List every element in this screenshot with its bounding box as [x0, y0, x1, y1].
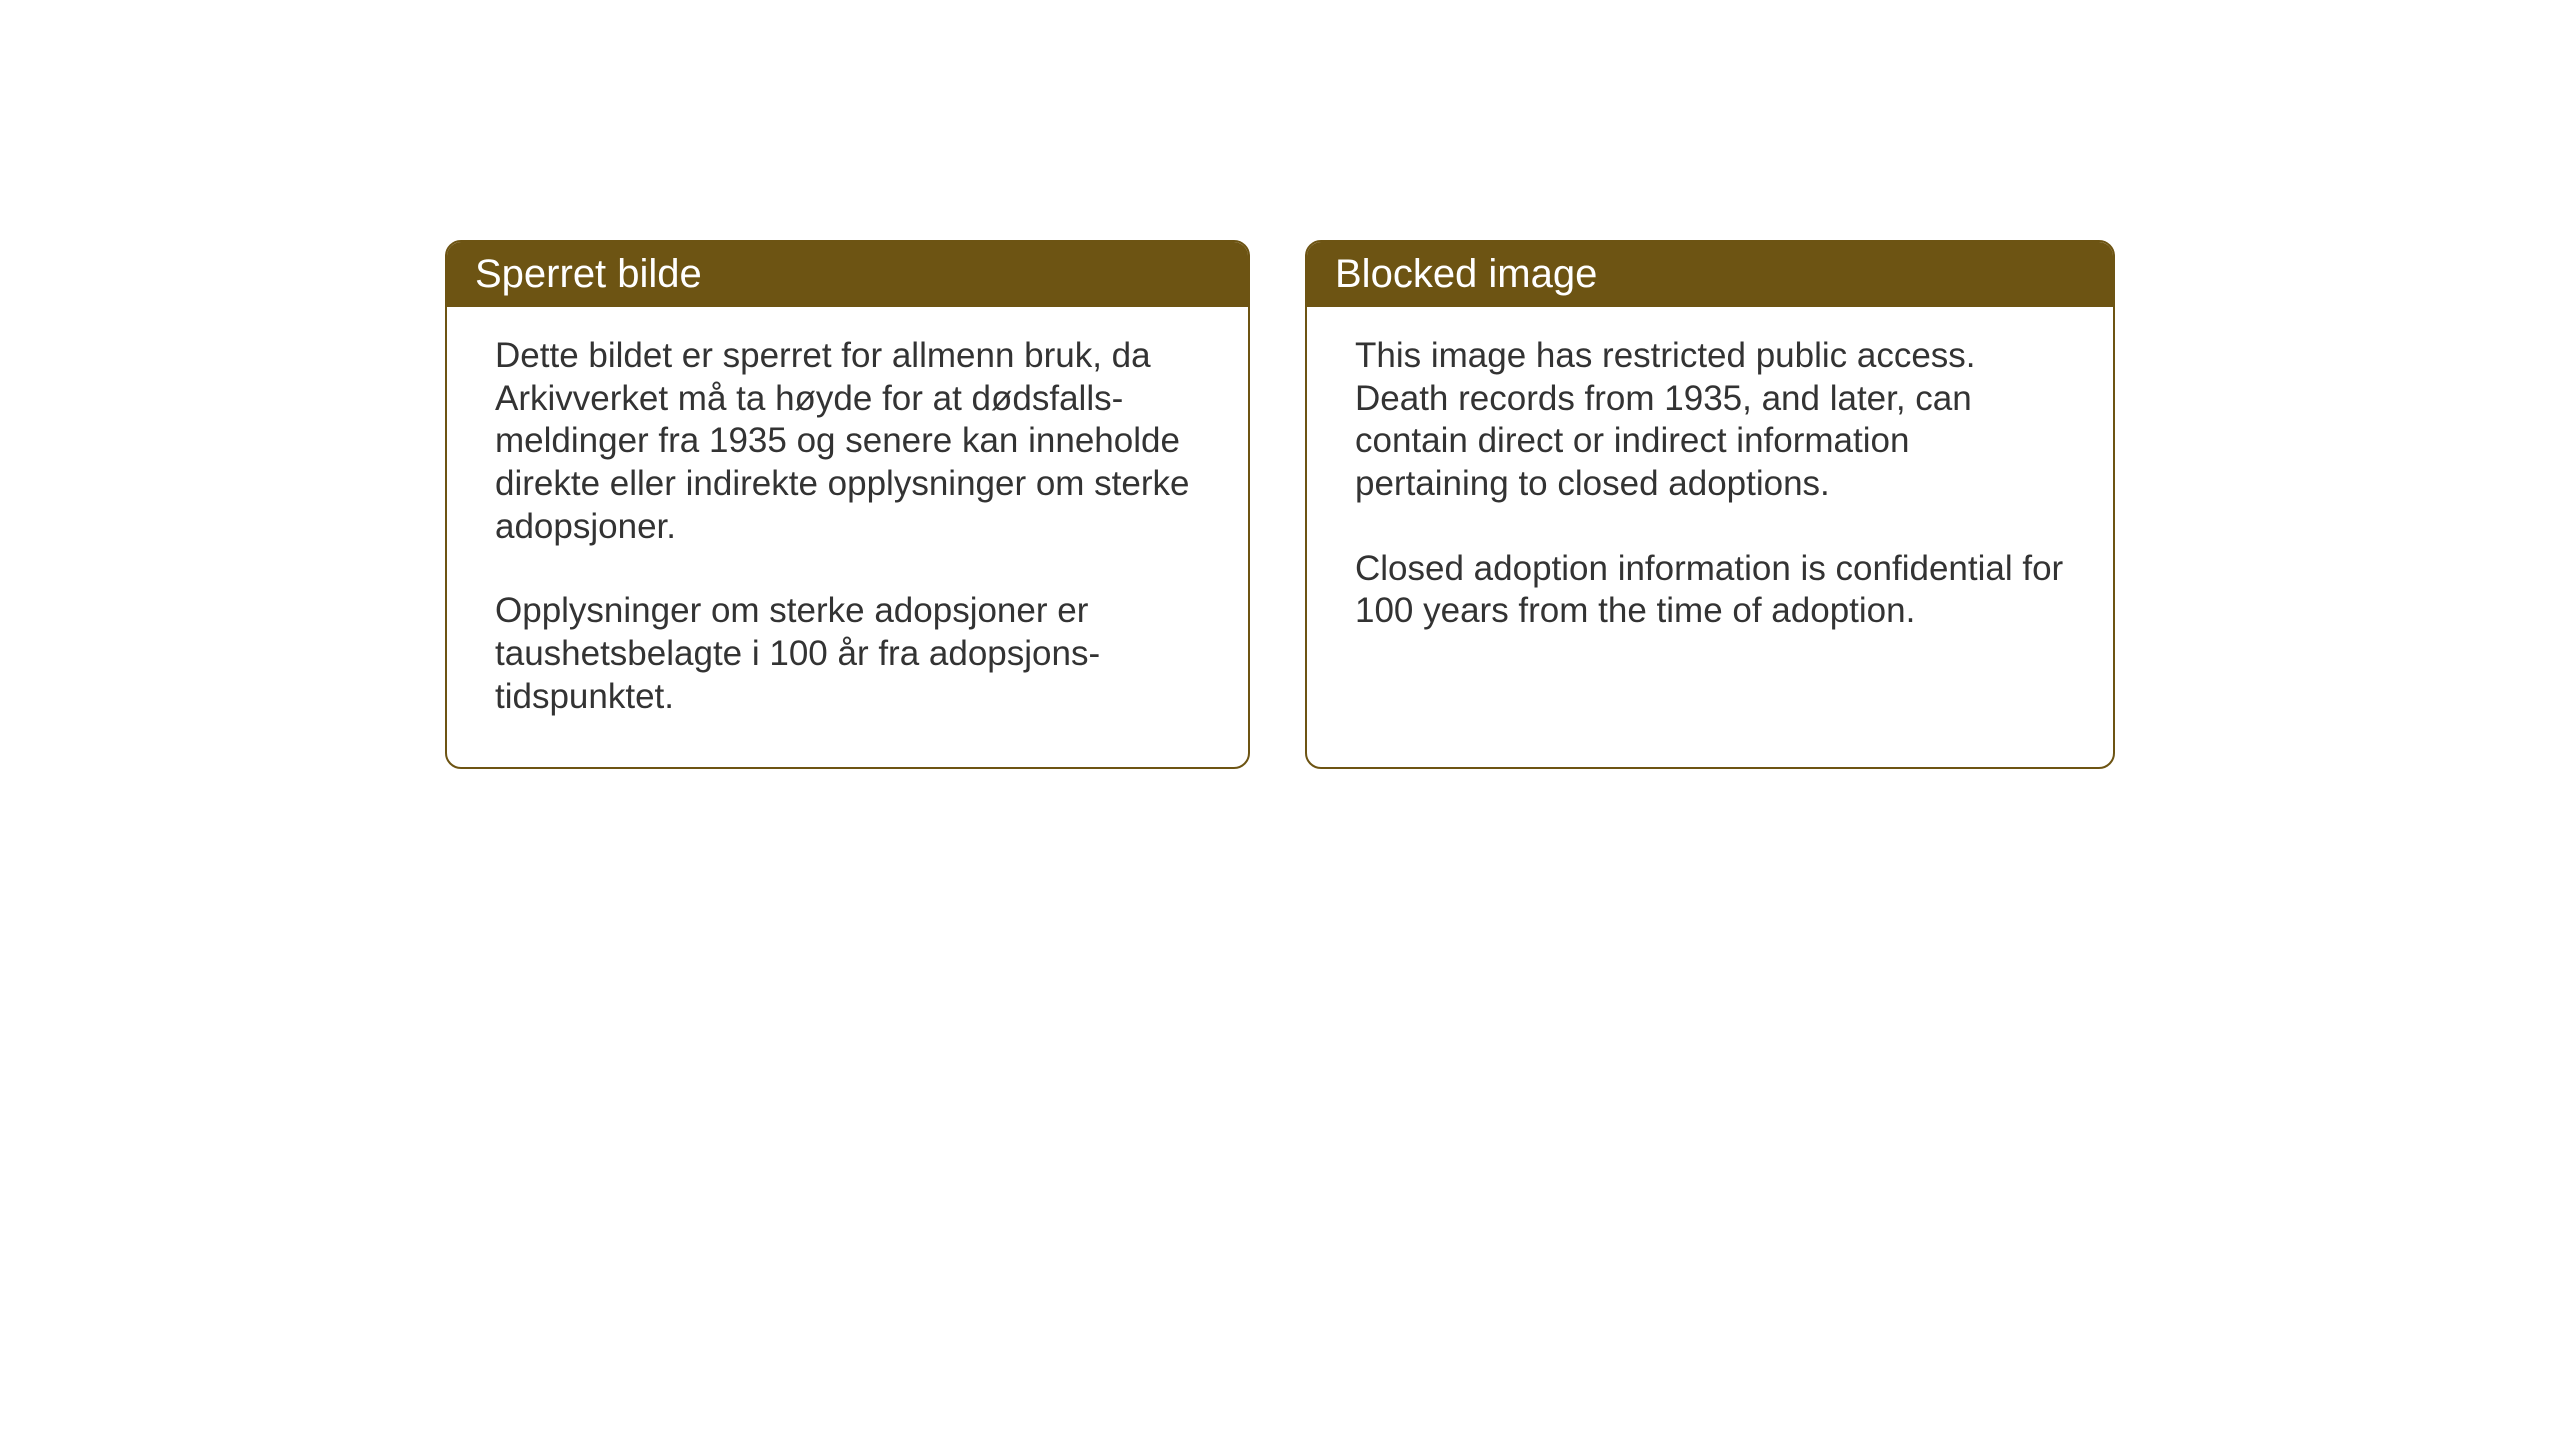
notice-body-english: This image has restricted public access.… — [1307, 307, 2113, 723]
notice-paragraph-2-english: Closed adoption information is confident… — [1355, 548, 2065, 633]
notice-header-english: Blocked image — [1307, 242, 2113, 307]
notice-container: Sperret bilde Dette bildet er sperret fo… — [445, 240, 2115, 769]
notice-box-english: Blocked image This image has restricted … — [1305, 240, 2115, 769]
notice-paragraph-1-norwegian: Dette bildet er sperret for allmenn bruk… — [495, 335, 1200, 548]
notice-paragraph-2-norwegian: Opplysninger om sterke adopsjoner er tau… — [495, 590, 1200, 718]
notice-paragraph-1-english: This image has restricted public access.… — [1355, 335, 2065, 506]
notice-box-norwegian: Sperret bilde Dette bildet er sperret fo… — [445, 240, 1250, 769]
notice-header-norwegian: Sperret bilde — [447, 242, 1248, 307]
notice-body-norwegian: Dette bildet er sperret for allmenn bruk… — [447, 307, 1248, 767]
